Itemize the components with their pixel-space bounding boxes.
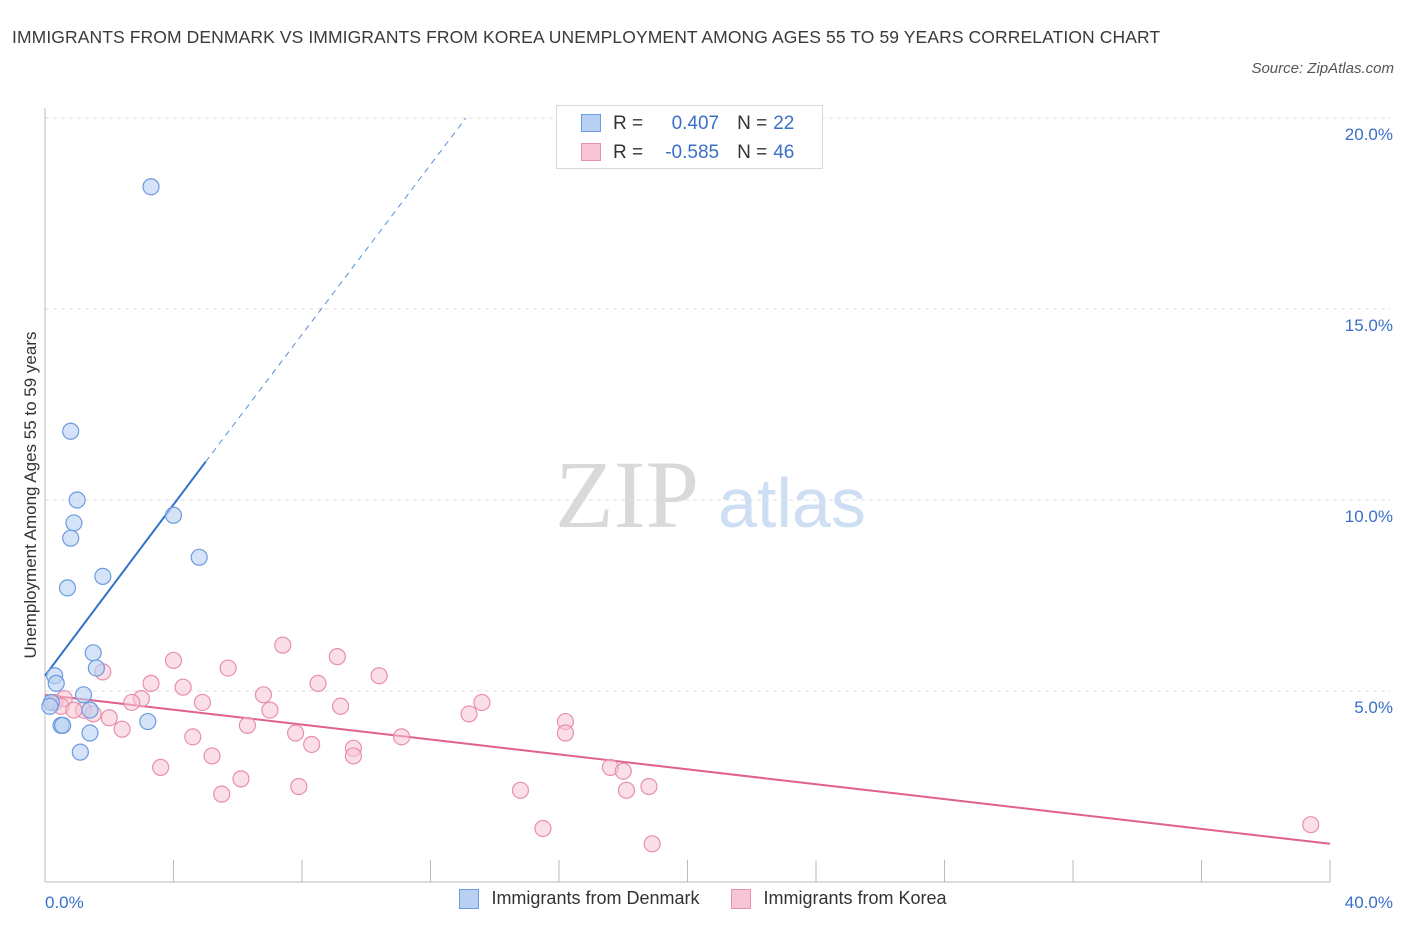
x-tick-label: 0.0% (45, 893, 84, 912)
korea-point (238, 716, 256, 734)
stats-row-korea: R = -0.585 N = 46 (581, 139, 794, 167)
denmark-trend-line (44, 461, 207, 677)
denmark-point (41, 697, 59, 715)
korea-point (203, 747, 221, 765)
y-tick-label: 20.0% (1345, 125, 1393, 144)
stats-row-denmark: R = 0.407 N = 22 (581, 110, 794, 138)
korea-point (184, 728, 202, 746)
data-points (41, 178, 1320, 853)
chart-title: IMMIGRANTS FROM DENMARK VS IMMIGRANTS FR… (12, 27, 1161, 47)
r-value: 0.407 (671, 113, 720, 134)
korea-point (100, 709, 118, 727)
korea-point (617, 781, 636, 799)
korea-point (274, 636, 292, 654)
korea-point (556, 724, 575, 742)
r-label: R = (613, 113, 644, 134)
korea-legend-swatch (731, 888, 752, 909)
y-tick-label: 5.0% (1354, 698, 1393, 717)
denmark-point (142, 178, 160, 196)
denmark-point (81, 701, 99, 719)
denmark-point (74, 686, 93, 704)
denmark-swatch (581, 114, 601, 132)
korea-point (152, 758, 170, 777)
korea-point (392, 728, 411, 746)
legend-item-korea[interactable]: Immigrants from Korea (731, 888, 947, 909)
korea-point (370, 667, 388, 685)
korea-point (65, 701, 83, 719)
denmark-point (71, 743, 89, 761)
korea-point (193, 693, 212, 712)
korea-point (640, 777, 658, 796)
n-label: N = (737, 113, 768, 134)
denmark-point (164, 506, 183, 524)
korea-point (232, 770, 250, 788)
r-value: -0.585 (665, 142, 720, 163)
korea-point (1302, 816, 1320, 834)
denmark-point (139, 712, 157, 731)
korea-point (534, 819, 552, 838)
korea-point (113, 720, 131, 738)
korea-point (614, 762, 632, 780)
n-label: N = (737, 142, 768, 163)
korea-point (142, 674, 160, 692)
legend-label-denmark: Immigrants from Denmark (491, 888, 700, 908)
korea-point (213, 785, 231, 803)
korea-point (123, 693, 141, 712)
denmark-point (65, 514, 83, 532)
denmark-point (94, 567, 112, 586)
denmark-point (87, 659, 106, 677)
denmark-point (47, 674, 65, 692)
korea-trend-line (44, 693, 1331, 845)
korea-point (643, 835, 661, 853)
r-label: R = (613, 142, 644, 163)
grid-lines (45, 117, 1390, 692)
korea-point (254, 686, 273, 704)
x-tick-label: 40.0% (1345, 893, 1393, 912)
denmark-point (54, 716, 72, 734)
tick-labels: 5.0% 10.0% 15.0% 20.0% 0.0% 40.0% (45, 125, 1393, 912)
denmark-point (84, 644, 102, 662)
korea-point (331, 697, 350, 715)
korea-point (328, 648, 346, 666)
y-tick-label: 15.0% (1345, 316, 1393, 335)
n-value: 46 (773, 142, 795, 163)
korea-point (309, 674, 327, 692)
denmark-point (81, 724, 99, 742)
korea-point (344, 747, 362, 765)
watermark-zip: ZIP (555, 441, 699, 548)
legend-label-korea: Immigrants from Korea (763, 888, 947, 908)
denmark-point (190, 548, 208, 566)
y-tick-label: 10.0% (1345, 507, 1393, 526)
source-label: Source: ZipAtlas.com (1251, 60, 1394, 77)
axes (44, 108, 1331, 883)
denmark-legend-swatch (459, 888, 480, 909)
korea-point (219, 659, 237, 677)
korea-point (164, 651, 183, 670)
trend-lines (44, 117, 1331, 845)
y-axis-label: Unemployment Among Ages 55 to 59 years (21, 331, 40, 659)
korea-point (261, 701, 279, 719)
korea-point (303, 735, 321, 754)
denmark-point (68, 491, 86, 509)
watermark-atlas: atlas (718, 464, 866, 542)
stats-box: R = 0.407 N = 22 R = -0.585 N = 46 (556, 105, 823, 169)
denmark-point (62, 422, 80, 440)
denmark-point (58, 579, 77, 597)
korea-point (290, 777, 308, 796)
korea-swatch (581, 143, 601, 161)
legend-item-denmark[interactable]: Immigrants from Denmark (459, 888, 699, 909)
denmark-point (62, 529, 80, 547)
n-value: 22 (773, 113, 795, 134)
legend: Immigrants from Denmark Immigrants from … (0, 888, 1406, 909)
denmark-trend-extension (205, 117, 467, 463)
korea-point (511, 781, 530, 799)
korea-point (286, 724, 305, 742)
korea-point (460, 705, 478, 723)
korea-point (174, 678, 192, 696)
korea-point (473, 693, 491, 712)
